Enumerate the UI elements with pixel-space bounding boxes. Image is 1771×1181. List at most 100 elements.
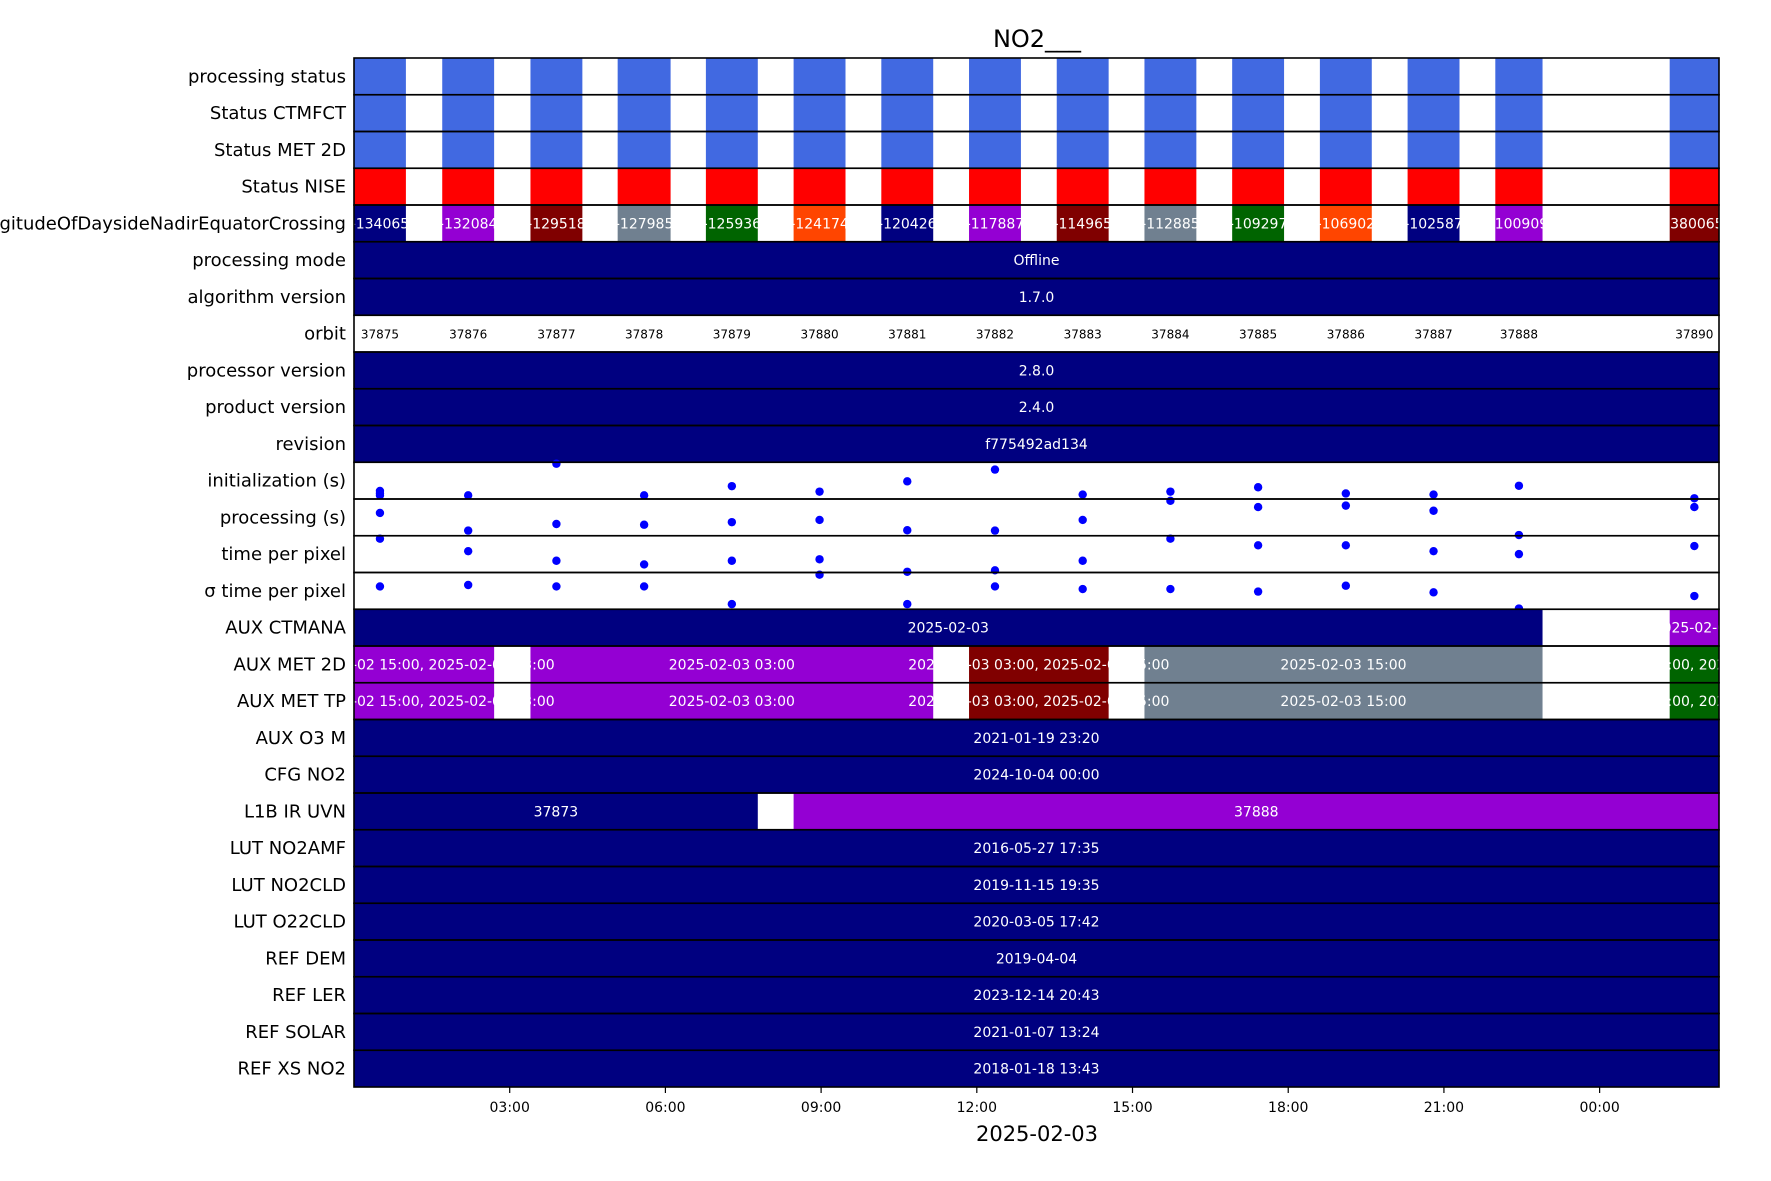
row-label: REF SOLAR <box>245 1022 346 1043</box>
status-cell <box>1407 58 1460 95</box>
value-label: -132084 <box>439 216 498 232</box>
data-point <box>1429 546 1438 556</box>
row-label: REF XS NO2 <box>237 1059 346 1080</box>
row-24: 2019-04-04 <box>354 940 1719 977</box>
row-label: CFG NO2 <box>264 765 346 786</box>
row-label: initialization (s) <box>207 471 346 492</box>
row-21: 2016-05-27 17:35 <box>354 829 1719 867</box>
value-label: -134065 <box>351 216 410 232</box>
value-label: -114965 <box>1053 216 1112 232</box>
x-tick-label: 18:00 <box>1268 1100 1308 1116</box>
span-label: 2018-01-18 13:43 <box>973 1062 1099 1078</box>
value-label: -102587 <box>1404 216 1463 232</box>
value-label: -120426 <box>878 216 937 232</box>
status-cell <box>617 168 671 205</box>
span-label: 2020-03-05 17:42 <box>973 915 1099 931</box>
span-bar <box>354 682 495 720</box>
span-bar <box>354 866 1719 904</box>
data-point <box>1341 541 1351 550</box>
status-cell <box>1319 58 1372 95</box>
status-cell <box>705 131 758 169</box>
data-point <box>1690 502 1699 512</box>
status-cell <box>881 94 934 132</box>
span-label: Offline <box>1014 253 1060 269</box>
row-11 <box>375 459 1699 503</box>
status-cell <box>1144 131 1197 169</box>
span-bar <box>354 719 1719 757</box>
status-cell <box>442 58 495 95</box>
span-bar <box>354 829 1719 867</box>
data-point <box>727 481 737 491</box>
orbit-label: 37878 <box>625 328 663 342</box>
value-cell <box>1319 205 1372 242</box>
span-bar <box>354 756 1719 793</box>
status-cell <box>1056 168 1109 205</box>
status-cell <box>442 94 495 132</box>
row-10: f775492ad134 <box>354 425 1719 463</box>
data-point <box>903 526 912 535</box>
value-label: -129518 <box>527 216 586 232</box>
span-label: 2021-01-19 23:20 <box>973 731 1099 747</box>
row-26: 2021-01-07 13:24 <box>354 1013 1719 1051</box>
span-label: 2025-02-03 <box>908 621 989 637</box>
row-label: σ time per pixel <box>204 581 346 602</box>
value-label: -380065 <box>1665 216 1724 232</box>
row-8: 2.8.0 <box>354 352 1719 389</box>
row-20: 37873 37888 <box>354 793 1719 830</box>
span-label: 37873 <box>534 804 579 820</box>
status-cell <box>530 58 583 95</box>
span-bar <box>354 388 1719 426</box>
status-cell <box>969 168 1021 205</box>
data-point <box>1166 584 1175 594</box>
span-bar <box>354 241 1719 279</box>
status-cell <box>705 58 758 95</box>
status-cell <box>1495 94 1543 132</box>
row-label: Status MET 2D <box>214 140 346 161</box>
span-bar <box>354 976 1719 1014</box>
span-bar <box>354 1013 1719 1051</box>
data-point <box>375 534 385 543</box>
span-label: 2025-02-02 15:00, 2025-02-03 03:00 <box>293 694 554 710</box>
row-label: algorithm version <box>187 287 346 308</box>
row-18: 2021-01-19 23:20 <box>354 719 1719 757</box>
data-point <box>375 489 385 498</box>
plot-area: -134065 -132084 -129518 -127985 -125936 -1241… <box>293 58 1724 1087</box>
row-label: product version <box>205 397 346 418</box>
status-cell <box>969 94 1021 132</box>
row-16: 2025-02-02 15:00, 2025-02-03 03:00 2025-0… <box>293 646 1719 683</box>
status-cell <box>1144 94 1197 132</box>
data-point <box>1429 506 1438 515</box>
row-label: orbit <box>304 324 346 345</box>
span-label: 2025-02-02 15:00, 2025-02-03 03:00 <box>293 657 554 673</box>
row-label: LUT NO2AMF <box>230 838 346 859</box>
span-bar <box>354 903 1719 940</box>
row-7: 37875 37876 37877 37878 37879 37880 37881 37882… <box>361 328 1714 342</box>
status-cell <box>881 58 934 95</box>
value-cell <box>881 205 934 242</box>
status-cell <box>442 168 495 205</box>
orbit-label: 37884 <box>1151 328 1189 342</box>
row-label: L1B IR UVN <box>244 801 346 822</box>
span-label: 2025-02-03 03:00, 2025-02-03 15:00 <box>908 657 1169 673</box>
data-point <box>375 508 385 518</box>
status-cell <box>881 168 934 205</box>
orbit-label: 37882 <box>976 328 1014 342</box>
row-label: AUX MET TP <box>237 691 346 712</box>
data-point <box>1166 487 1175 496</box>
row-27: 2018-01-18 13:43 <box>354 1050 1719 1087</box>
data-point <box>552 519 561 529</box>
value-cell <box>354 205 406 242</box>
row-13 <box>375 534 1699 576</box>
status-cell <box>1495 168 1543 205</box>
row-25: 2023-12-14 20:43 <box>354 976 1719 1014</box>
status-cell <box>354 58 406 95</box>
status-cell <box>1407 131 1460 169</box>
span-bar <box>354 1050 1719 1087</box>
data-point <box>727 556 737 565</box>
row-15: 2025-02-03 2025-02-04 <box>354 609 1719 646</box>
data-point <box>990 526 1000 535</box>
status-cell <box>969 131 1021 169</box>
row-frame <box>353 1049 1720 1088</box>
orbit-label: 37879 <box>713 328 751 342</box>
value-label: -109297 <box>1229 216 1288 232</box>
